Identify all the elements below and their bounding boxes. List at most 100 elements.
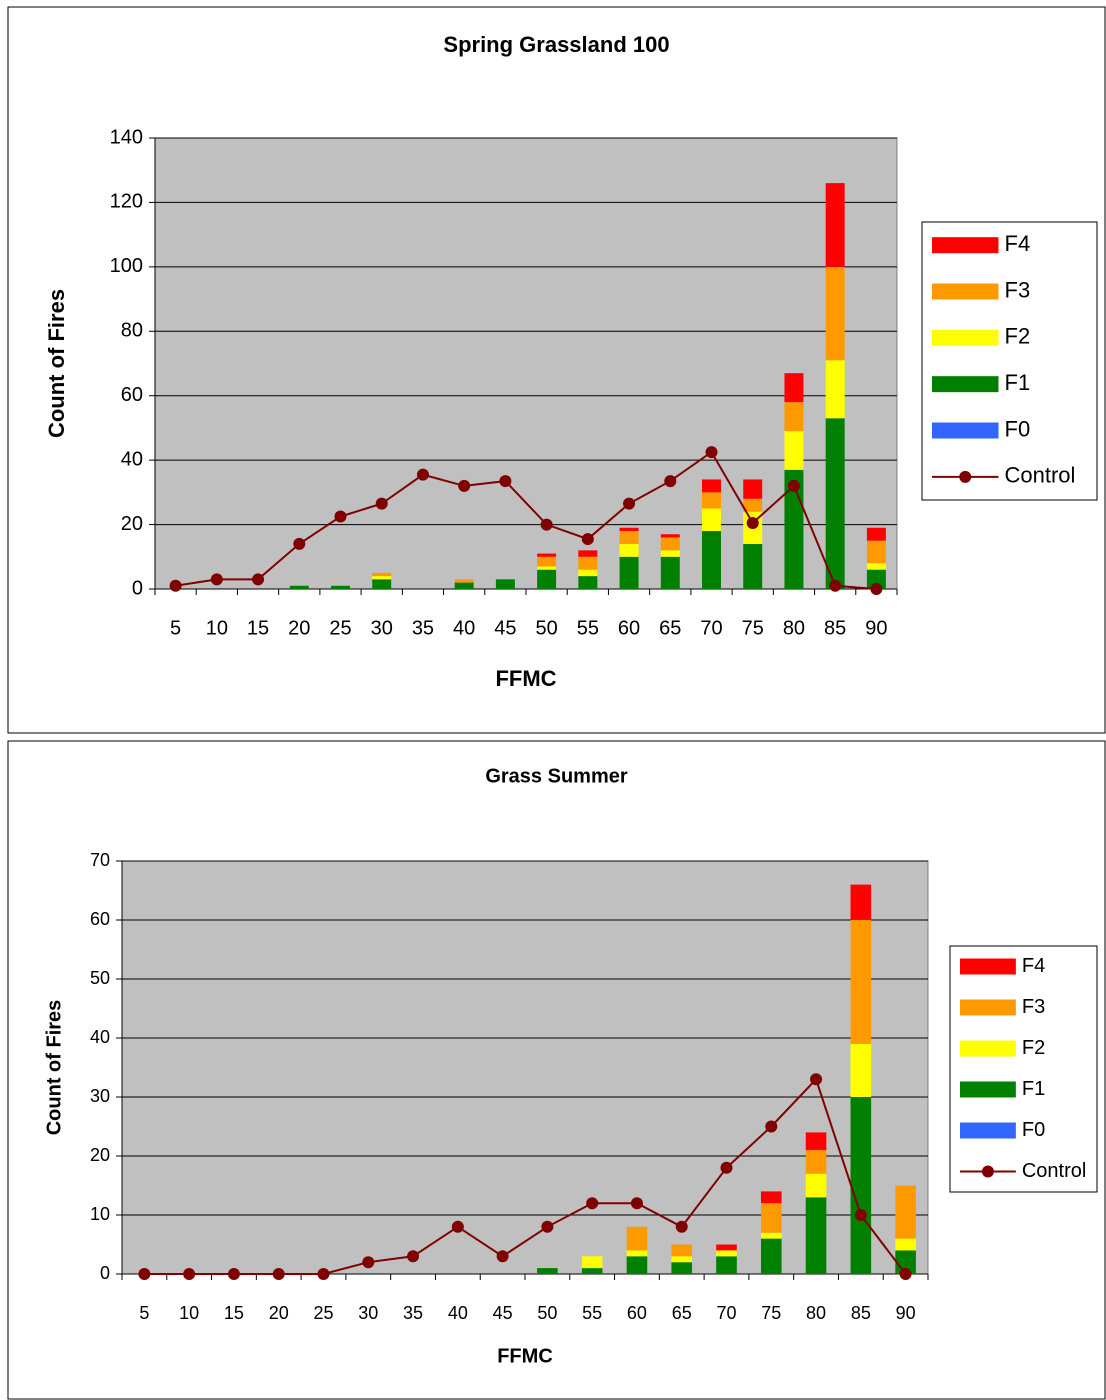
legend-swatch [932, 422, 999, 439]
x-tick-label: 85 [851, 1303, 871, 1323]
x-axis-label: FFMC [495, 666, 556, 691]
control-point [499, 475, 512, 488]
control-point [416, 468, 429, 481]
bar-segment [619, 527, 639, 532]
x-tick-label: 10 [206, 617, 228, 639]
plot-area [121, 860, 929, 1275]
y-tick-label: 20 [121, 513, 143, 535]
bar-segment [743, 498, 763, 512]
control-point [623, 497, 636, 510]
x-tick-label: 20 [288, 617, 310, 639]
bar-segment [537, 556, 557, 567]
bar-segment [743, 543, 763, 589]
bar-segment [825, 360, 845, 419]
bar-segment [581, 1268, 603, 1274]
control-point [169, 579, 182, 592]
x-tick-label: 45 [494, 617, 516, 639]
legend-label: F4 [1005, 231, 1031, 256]
control-point [210, 573, 223, 586]
bar-segment [866, 569, 886, 589]
bar-segment [454, 579, 474, 583]
control-point [375, 497, 388, 510]
x-tick-label: 60 [618, 617, 640, 639]
bar-segment [760, 1203, 782, 1233]
control-point [705, 446, 718, 459]
bar-segment [895, 1185, 916, 1239]
control-point [272, 1268, 285, 1280]
y-tick-label: 40 [90, 1027, 110, 1047]
x-tick-label: 5 [139, 1303, 149, 1323]
legend-label: F2 [1022, 1037, 1045, 1059]
bar-segment [660, 556, 680, 589]
bar-segment [760, 1232, 782, 1239]
bar-segment [537, 566, 557, 570]
y-axis-label: Count of Fires [44, 289, 69, 438]
chart-title: Grass Summer [485, 765, 628, 787]
y-tick-label: 80 [121, 320, 143, 342]
legend-marker [981, 1165, 994, 1178]
bar-segment [850, 1097, 872, 1274]
bar-segment [702, 508, 721, 532]
x-tick-label: 20 [269, 1303, 289, 1323]
legend-box [921, 221, 1098, 501]
bar-segment [760, 1238, 782, 1274]
control-point [252, 573, 265, 586]
legend-swatch [932, 237, 999, 254]
bar-segment [850, 920, 872, 1044]
control-point [362, 1256, 375, 1269]
bar-segment [702, 531, 721, 589]
x-tick-label: 50 [535, 617, 557, 639]
control-point [675, 1220, 688, 1233]
y-tick-label: 20 [90, 1145, 110, 1165]
control-point [541, 1220, 554, 1233]
y-tick-label: 0 [100, 1263, 110, 1283]
y-tick-label: 10 [90, 1204, 110, 1224]
legend-swatch [960, 1040, 1016, 1057]
y-tick-label: 60 [121, 384, 143, 406]
control-point [407, 1250, 420, 1263]
chart-title: Spring Grassland 100 [443, 32, 669, 57]
x-tick-label: 25 [329, 617, 351, 639]
control-point [630, 1197, 643, 1210]
bar-segment [578, 576, 598, 589]
control-point [138, 1268, 151, 1280]
bar-segment [578, 556, 598, 570]
bar-segment [895, 1238, 916, 1251]
bar-segment [495, 579, 515, 589]
y-tick-label: 30 [90, 1086, 110, 1106]
x-tick-label: 55 [582, 1303, 602, 1323]
control-point [720, 1161, 733, 1174]
bar-segment [671, 1256, 693, 1263]
bar-segment [372, 579, 392, 589]
bar-segment [825, 183, 845, 267]
bar-segment [743, 479, 763, 499]
bar-segment [850, 1043, 872, 1097]
legend-label: Control [1022, 1160, 1086, 1182]
x-tick-label: 65 [672, 1303, 692, 1323]
bar-segment [866, 527, 886, 541]
bar-segment [850, 884, 872, 920]
x-tick-label: 90 [865, 617, 887, 639]
legend-swatch [932, 376, 999, 393]
legend-label: F1 [1022, 1078, 1045, 1100]
bar-segment [866, 540, 886, 564]
bar-segment [805, 1197, 827, 1274]
legend-label: F0 [1005, 416, 1031, 441]
x-tick-label: 15 [247, 617, 269, 639]
x-tick-label: 30 [371, 617, 393, 639]
legend-label: F3 [1022, 996, 1045, 1018]
control-point [293, 537, 306, 550]
control-point [458, 479, 471, 492]
control-point [586, 1197, 599, 1210]
bar-segment [372, 576, 392, 580]
legend-label: Control [1005, 463, 1076, 488]
x-tick-label: 70 [716, 1303, 736, 1323]
x-tick-label: 35 [403, 1303, 423, 1323]
control-point [334, 510, 347, 523]
legend-swatch [960, 1122, 1016, 1139]
bar-segment [702, 479, 721, 493]
x-tick-label: 50 [537, 1303, 557, 1323]
bar-segment [372, 572, 392, 577]
bar-segment [626, 1226, 648, 1251]
x-tick-label: 10 [179, 1303, 199, 1323]
